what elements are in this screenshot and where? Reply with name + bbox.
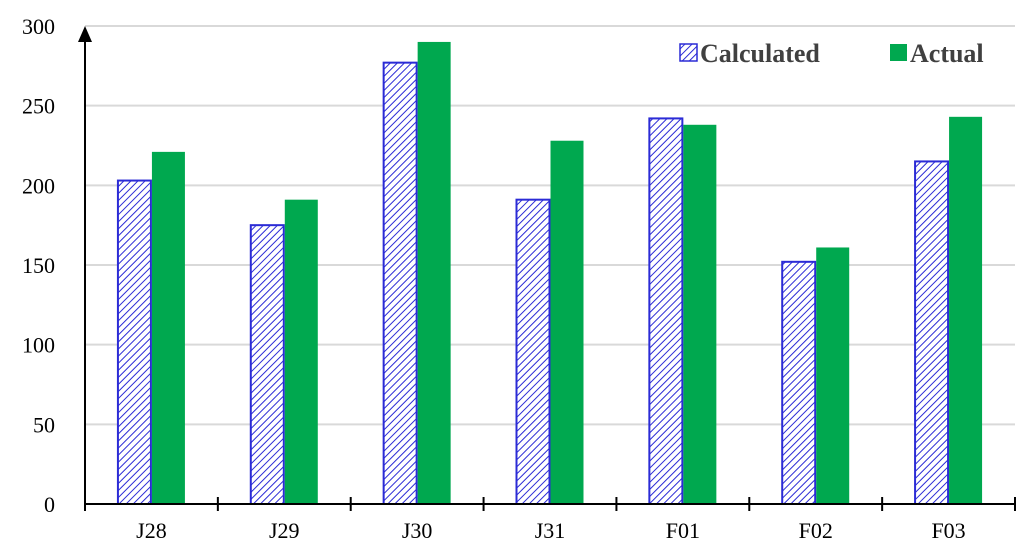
y-tick-label: 50: [33, 412, 55, 437]
bar-calculated-f03: [914, 160, 950, 506]
y-axis-arrow-icon: [78, 26, 92, 42]
bar-actual-f03: [949, 116, 983, 504]
bars: [116, 41, 983, 506]
bar-actual-j31: [550, 140, 584, 504]
bar-calculated-j31: [515, 198, 551, 505]
y-tick-label: 250: [22, 94, 55, 119]
legend: Calculated Actual: [679, 39, 984, 68]
bar-calculated-j28: [116, 179, 152, 505]
x-tick-label: F01: [666, 518, 700, 543]
x-tick-label: J28: [136, 518, 167, 543]
bar-calculated-f01: [648, 117, 684, 505]
bar-actual-j28: [151, 151, 185, 504]
bar-actual-j30: [417, 41, 451, 504]
x-axis-tick-labels: J28 J29 J30 J31 F01 F02 F03: [136, 518, 966, 543]
legend-swatch-calculated: [679, 43, 698, 62]
legend-label-actual: Actual: [910, 39, 984, 68]
y-tick-label: 150: [22, 253, 55, 278]
bar-calculated-j29: [249, 224, 285, 506]
x-tick-label: F03: [931, 518, 965, 543]
y-tick-label: 300: [22, 14, 55, 39]
bar-actual-f01: [683, 124, 717, 504]
bar-calculated-j30: [382, 61, 418, 505]
bar-actual-f02: [816, 247, 850, 504]
x-tick-label: J30: [402, 518, 433, 543]
x-tick-label: F02: [799, 518, 833, 543]
axes: [78, 26, 1016, 511]
x-tick-label: J29: [269, 518, 300, 543]
legend-label-calculated: Calculated: [700, 39, 820, 68]
y-axis-tick-labels: 0 50 100 150 200 250 300: [22, 14, 55, 517]
y-tick-label: 0: [44, 492, 55, 517]
x-tick-label: J31: [535, 518, 566, 543]
y-tick-label: 200: [22, 173, 55, 198]
y-tick-label: 100: [22, 333, 55, 358]
bar-actual-j29: [284, 199, 318, 504]
legend-swatch-actual: [890, 44, 907, 61]
bar-calculated-f02: [781, 260, 817, 505]
